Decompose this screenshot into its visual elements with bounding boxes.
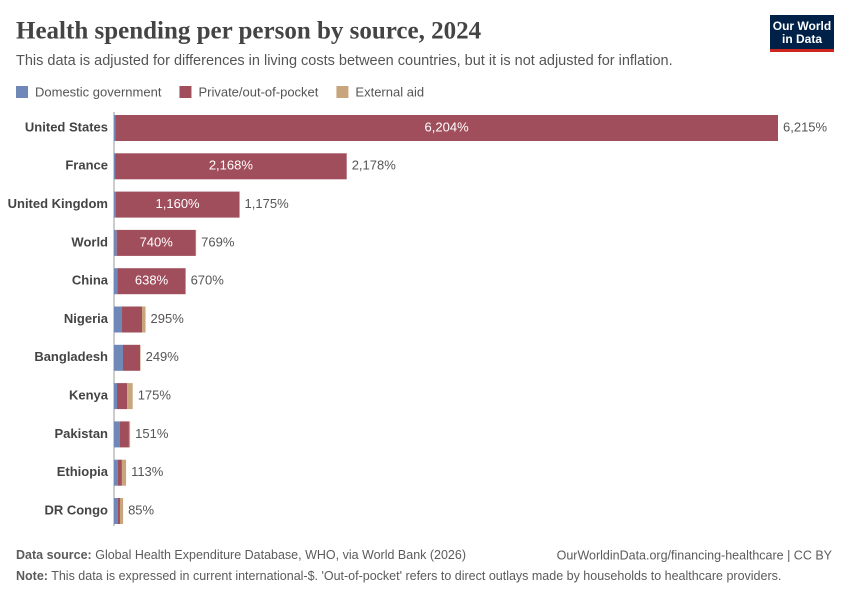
category-label: United States bbox=[25, 119, 108, 134]
legend-label: External aid bbox=[355, 84, 424, 99]
value-label: 740% bbox=[140, 234, 174, 249]
bar-segment bbox=[115, 191, 240, 218]
bar-segment bbox=[114, 306, 123, 333]
bar-segment bbox=[141, 306, 146, 333]
logo-bar bbox=[770, 49, 834, 52]
bar-segment bbox=[114, 191, 116, 218]
category-label: DR Congo bbox=[44, 502, 108, 517]
bar-segment bbox=[117, 459, 122, 486]
value-label: 2,168% bbox=[209, 158, 254, 173]
total-label: 249% bbox=[146, 349, 180, 364]
total-label: 85% bbox=[128, 502, 154, 517]
category-label: United Kingdom bbox=[8, 196, 108, 211]
category-label: Kenya bbox=[69, 388, 109, 403]
category-label: Nigeria bbox=[64, 311, 109, 326]
total-label: 769% bbox=[201, 234, 235, 249]
bar-segment bbox=[119, 421, 129, 448]
bar-segment bbox=[114, 268, 118, 295]
bar-segment bbox=[114, 421, 120, 448]
source: Global Health Expenditure Database, WHO,… bbox=[95, 548, 466, 562]
source-label: Data source: bbox=[16, 548, 92, 562]
bar-segment bbox=[114, 229, 117, 256]
bar-segment bbox=[128, 421, 131, 448]
bar-segment bbox=[122, 306, 142, 333]
total-label: 113% bbox=[131, 464, 164, 479]
legend-label: Domestic government bbox=[35, 84, 162, 99]
legend-swatch bbox=[179, 86, 192, 98]
footer-note: Note: This data is expressed in current … bbox=[16, 569, 781, 583]
bar-segment bbox=[114, 153, 116, 180]
legend-swatch bbox=[16, 86, 28, 98]
total-label: 175% bbox=[138, 388, 172, 403]
logo-text: Our World bbox=[773, 19, 831, 33]
bar-segment bbox=[127, 383, 133, 410]
bar-segment bbox=[121, 459, 127, 486]
footer-source: Data source: Global Health Expenditure D… bbox=[16, 548, 466, 562]
chart-title: Health spending per person by source, 20… bbox=[16, 18, 482, 45]
logo-text: in Data bbox=[782, 32, 822, 46]
chart-subtitle: This data is adjusted for differences in… bbox=[16, 53, 673, 69]
total-label: 2,178% bbox=[352, 158, 397, 173]
value-label: 1,160% bbox=[156, 196, 201, 211]
logo-box bbox=[770, 15, 834, 52]
bar-segment bbox=[119, 498, 124, 524]
category-label: World bbox=[71, 234, 108, 249]
category-label: Bangladesh bbox=[34, 349, 108, 364]
category-label: China bbox=[72, 273, 109, 288]
bar-segment bbox=[117, 268, 186, 295]
category-label: Ethiopia bbox=[57, 464, 109, 479]
bar-segment bbox=[114, 498, 118, 524]
bar-segment bbox=[114, 383, 117, 410]
bar-segment bbox=[115, 115, 778, 141]
bar-segment bbox=[114, 459, 118, 486]
bar-segment bbox=[116, 383, 128, 410]
footer-url: OurWorldinData.org/financing-healthcare … bbox=[557, 548, 833, 562]
bar-segment bbox=[114, 344, 123, 371]
bar-segment bbox=[116, 229, 196, 256]
value-label: 6,204% bbox=[425, 119, 470, 134]
category-label: France bbox=[65, 158, 108, 173]
legend-label: Private/out-of-pocket bbox=[198, 84, 318, 99]
bar-segment bbox=[122, 344, 141, 371]
bar-segment bbox=[140, 344, 141, 371]
value-label: 638% bbox=[135, 273, 169, 288]
bar-segment bbox=[117, 498, 120, 524]
bar-segment bbox=[114, 115, 116, 141]
bar-segment bbox=[115, 153, 347, 180]
total-label: 1,175% bbox=[245, 196, 290, 211]
note: This data is expressed in current intern… bbox=[51, 569, 781, 583]
total-label: 670% bbox=[191, 273, 225, 288]
category-label: Pakistan bbox=[55, 426, 109, 441]
total-label: 151% bbox=[135, 426, 169, 441]
note-label: Note: bbox=[16, 569, 48, 583]
total-label: 295% bbox=[151, 311, 185, 326]
legend-swatch bbox=[336, 86, 349, 98]
total-label: 6,215% bbox=[783, 119, 828, 134]
